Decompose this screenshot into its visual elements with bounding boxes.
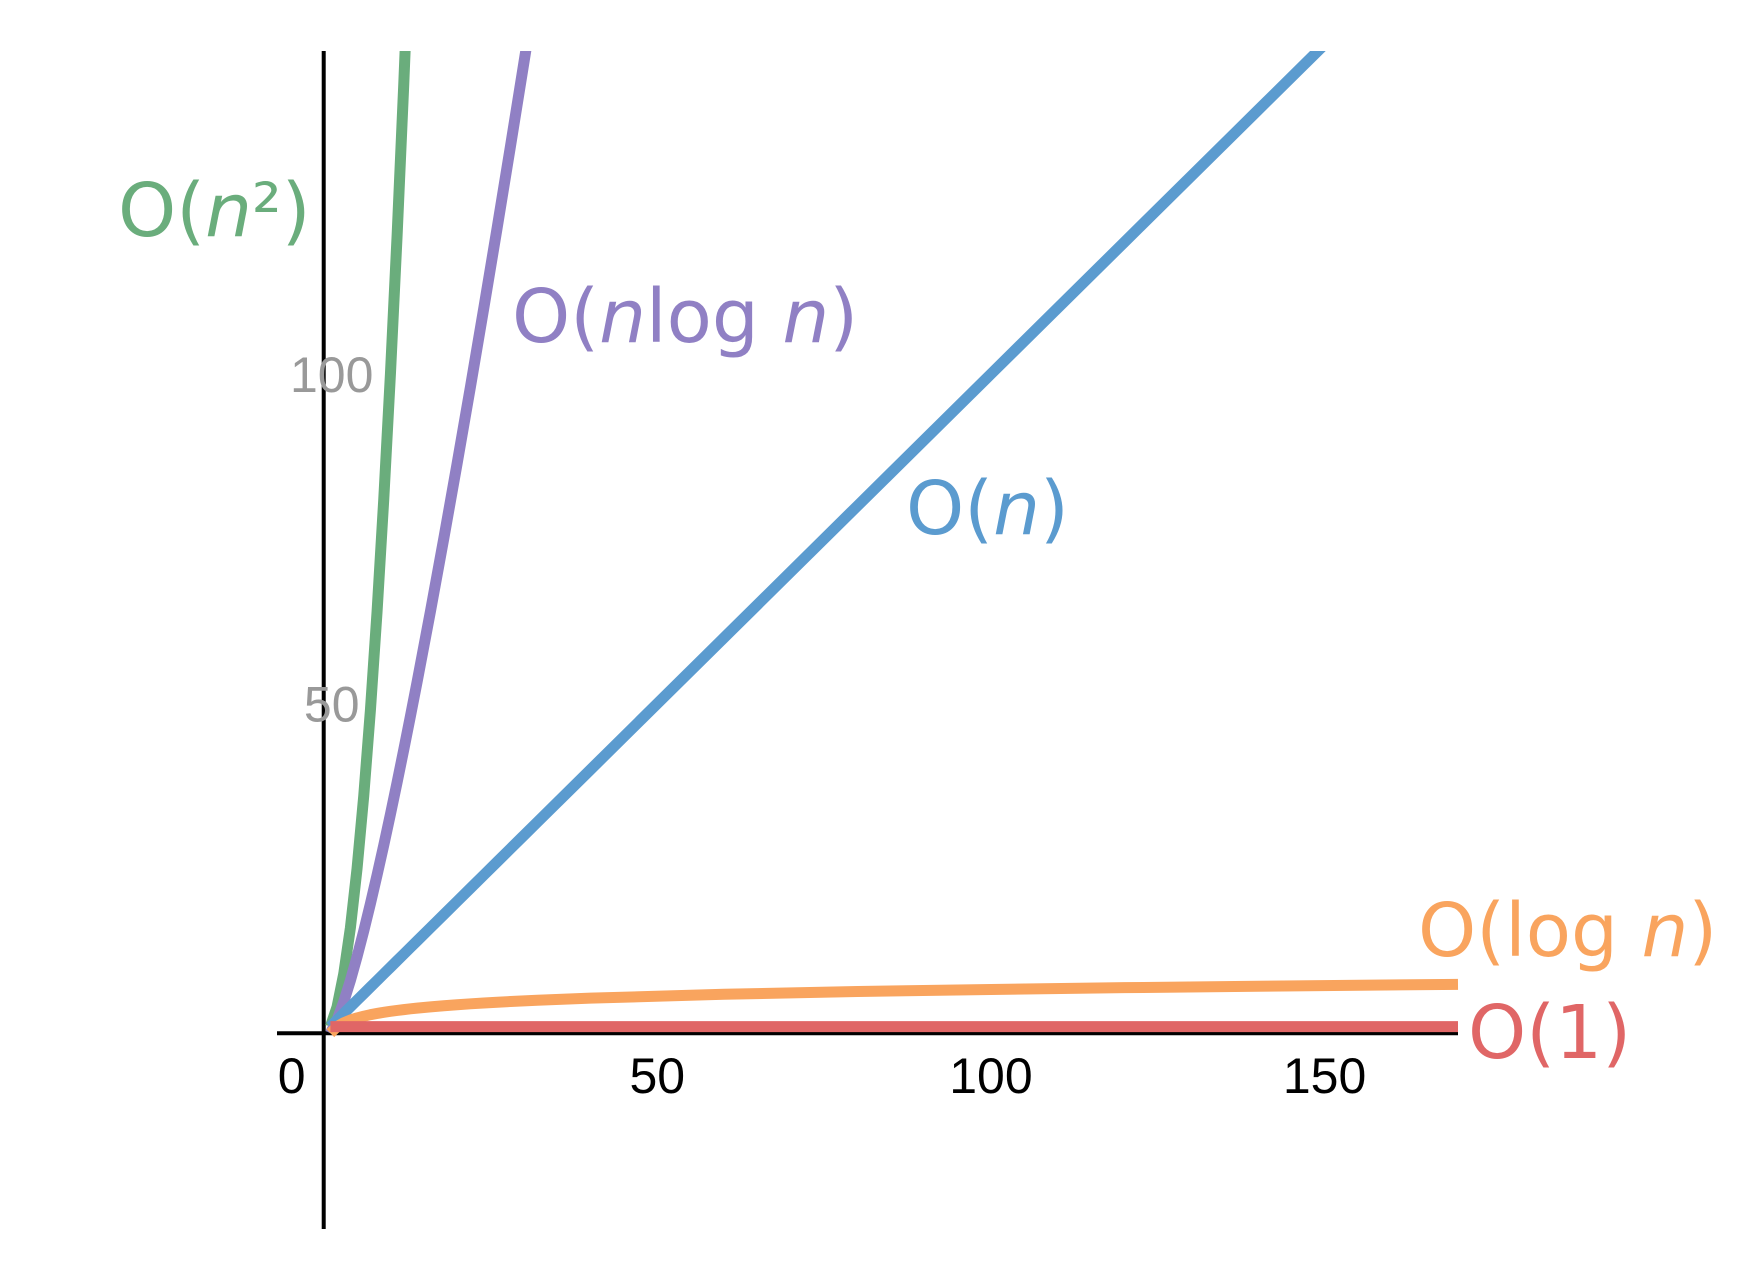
x-tick-label: 150	[1283, 1048, 1366, 1104]
series-label: O(1)	[1468, 990, 1631, 1076]
plot-area	[325, 51, 1459, 1038]
series-label: O(n)	[906, 466, 1069, 552]
x-tick-label: 50	[630, 1048, 686, 1104]
series-line	[326, 51, 1326, 1031]
series-line	[326, 978, 1459, 1038]
series-label: O(n²)	[118, 168, 311, 254]
y-tick-label: 100	[290, 347, 373, 403]
x-tick-label: 100	[949, 1048, 1032, 1104]
series-label: O(log n)	[1418, 888, 1717, 974]
series-line	[325, 51, 411, 1029]
x-tick-label: 0	[278, 1048, 306, 1104]
series-label: O(nlog n)	[512, 274, 858, 360]
series-line	[325, 51, 532, 1036]
y-tick-label: 50	[304, 677, 360, 733]
